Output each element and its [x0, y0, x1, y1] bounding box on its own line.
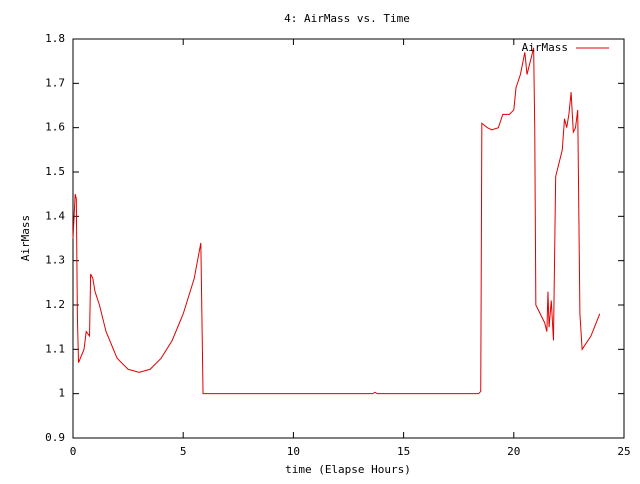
y-tick-label: 1.7 [45, 76, 65, 89]
x-tick-label: 20 [507, 445, 520, 458]
y-tick-label: 1.1 [45, 342, 65, 355]
y-tick-label: 1.4 [45, 209, 65, 222]
x-tick-label: 10 [287, 445, 300, 458]
y-tick-label: 1.2 [45, 298, 65, 311]
x-tick-label: 5 [180, 445, 187, 458]
x-tick-label: 15 [397, 445, 410, 458]
y-axis-label: AirMass [19, 215, 32, 261]
chart-title: 4: AirMass vs. Time [284, 12, 410, 25]
y-tick-label: 1.8 [45, 32, 65, 45]
y-tick-label: 1.3 [45, 254, 65, 267]
legend-label: AirMass [522, 41, 568, 54]
y-tick-label: 1 [58, 387, 65, 400]
y-tick-label: 1.5 [45, 165, 65, 178]
data-line [72, 47, 601, 395]
x-tick-label: 0 [70, 445, 77, 458]
y-tick-label: 1.6 [45, 121, 65, 134]
y-tick-label: 0.9 [45, 431, 65, 444]
x-tick-label: 25 [617, 445, 630, 458]
x-axis-label: time (Elapse Hours) [285, 463, 411, 476]
